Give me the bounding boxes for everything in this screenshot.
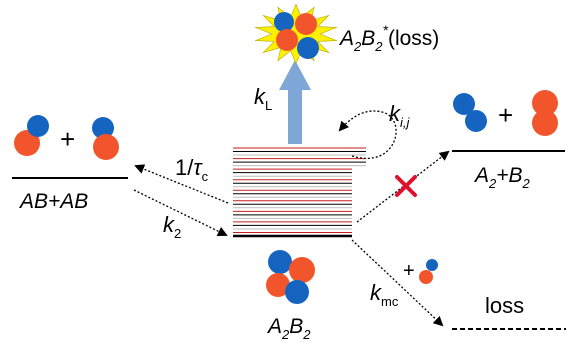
- arrow-to-center: [133, 189, 228, 236]
- red-x-icon: [395, 175, 417, 197]
- burst-icon: [255, 3, 337, 65]
- kmc-arrow: [351, 239, 444, 327]
- loss-label: loss: [485, 293, 524, 318]
- kL-label: kL: [254, 84, 272, 113]
- molecule-icon: [532, 90, 558, 136]
- molecule-icon: [92, 117, 119, 160]
- left-state-label: AB+AB: [18, 190, 88, 213]
- right-state-label: A2+B2: [473, 164, 531, 191]
- energy-levels: [233, 147, 366, 238]
- center-state-label: A2B2: [266, 315, 311, 342]
- kij-loop-arrow: [338, 110, 397, 159]
- plus-sign: +: [60, 124, 75, 154]
- kij-label: ki,j: [389, 101, 411, 130]
- molecule-icon: [453, 93, 487, 132]
- tau-label: 1/τc: [175, 155, 209, 184]
- left-molecules: +: [14, 115, 119, 160]
- plus-sign: +: [498, 100, 513, 130]
- right-molecules: +: [453, 90, 558, 136]
- molecule-icon: [14, 115, 49, 156]
- complex-icon: [266, 250, 315, 304]
- plus-sign-small: +: [403, 260, 415, 282]
- top-state-label: A2B2*(loss): [338, 22, 439, 54]
- k2-label: k2: [163, 212, 181, 241]
- arrow-to-left: [134, 164, 229, 204]
- molecule-icon: [419, 259, 438, 284]
- kmc-label: kmc: [370, 280, 399, 309]
- kL-arrow: [279, 60, 311, 144]
